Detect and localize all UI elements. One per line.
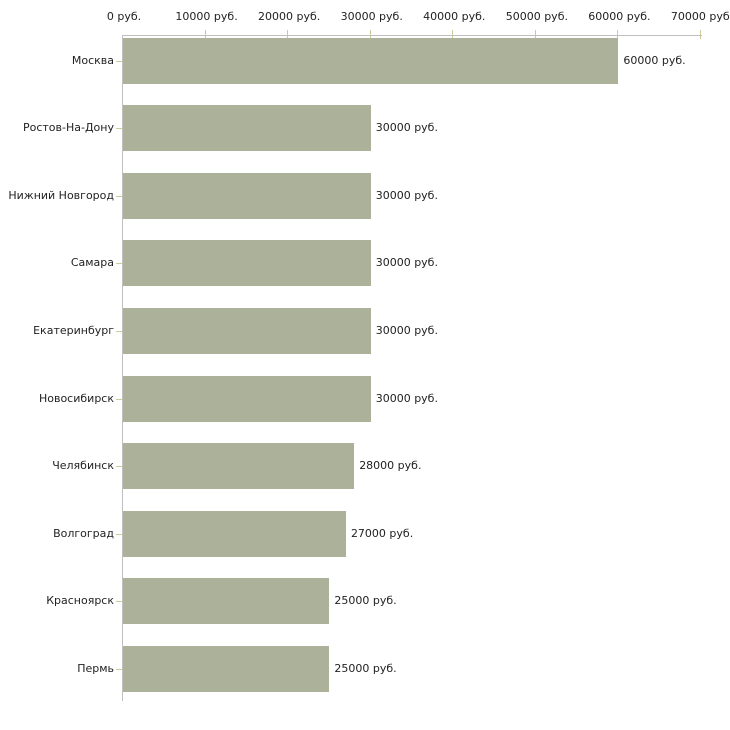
y-axis-tick-mark xyxy=(116,128,122,129)
x-axis-tick-label: 50000 руб. xyxy=(505,10,568,23)
bar xyxy=(123,375,371,422)
x-axis-tick-label: 60000 руб. xyxy=(588,10,651,23)
bar xyxy=(123,105,371,152)
category-label: Красноярск xyxy=(46,594,114,608)
y-axis-tick-mark xyxy=(116,196,122,197)
x-axis-tick-mark xyxy=(369,30,371,39)
bar xyxy=(123,172,371,219)
y-axis-tick-mark xyxy=(116,263,122,264)
category-label: Москва xyxy=(71,53,114,67)
value-label: 25000 руб. xyxy=(334,594,397,608)
bar xyxy=(123,307,371,354)
x-axis-tick-label: 20000 руб. xyxy=(258,10,321,23)
x-axis-tick-label: 10000 руб. xyxy=(175,10,238,23)
value-label: 30000 руб. xyxy=(375,121,438,135)
value-label: 27000 руб. xyxy=(350,526,414,540)
x-axis-tick-label: 70000 руб. xyxy=(670,10,730,23)
bar xyxy=(123,578,330,625)
value-label: 30000 руб. xyxy=(375,188,438,202)
category-label: Самара xyxy=(70,256,114,270)
x-axis-tick-label: 30000 руб. xyxy=(340,10,403,23)
x-axis-tick-mark xyxy=(204,30,206,39)
y-axis-tick-mark xyxy=(116,466,122,467)
y-axis-line xyxy=(122,35,123,701)
value-label: 28000 руб. xyxy=(359,459,422,473)
value-label: 60000 руб. xyxy=(623,53,686,67)
bar xyxy=(123,510,346,557)
value-label: 30000 руб. xyxy=(375,323,438,337)
category-label: Челябинск xyxy=(52,459,114,473)
bar xyxy=(123,645,330,692)
x-axis-tick-label: 0 руб. xyxy=(106,10,142,23)
y-axis-tick-mark xyxy=(116,601,122,602)
x-axis-tick-mark xyxy=(452,30,454,39)
bar xyxy=(123,37,619,84)
category-label: Ростов-На-Дону xyxy=(22,121,114,135)
category-label: Новосибирск xyxy=(38,391,114,405)
x-axis-tick-mark xyxy=(617,30,619,39)
category-label: Нижний Новгород xyxy=(8,188,114,202)
y-axis-tick-mark xyxy=(116,331,122,332)
x-axis-tick-mark xyxy=(287,30,289,39)
bar xyxy=(123,443,355,490)
value-label: 30000 руб. xyxy=(375,391,438,405)
x-axis-line xyxy=(122,35,702,36)
x-axis-tick-mark xyxy=(700,30,701,39)
x-axis-tick-mark xyxy=(534,30,536,39)
y-axis-tick-mark xyxy=(116,669,122,670)
x-axis-tick-label: 40000 руб. xyxy=(423,10,486,23)
value-label: 25000 руб. xyxy=(334,661,397,675)
category-label: Пермь xyxy=(77,661,114,675)
value-label: 30000 руб. xyxy=(375,256,438,270)
category-label: Екатеринбург xyxy=(33,323,114,337)
y-axis-tick-mark xyxy=(116,399,122,400)
y-axis-tick-mark xyxy=(116,534,122,535)
bar xyxy=(123,240,371,287)
category-label: Волгоград xyxy=(53,526,114,540)
y-axis-tick-mark xyxy=(116,61,122,62)
